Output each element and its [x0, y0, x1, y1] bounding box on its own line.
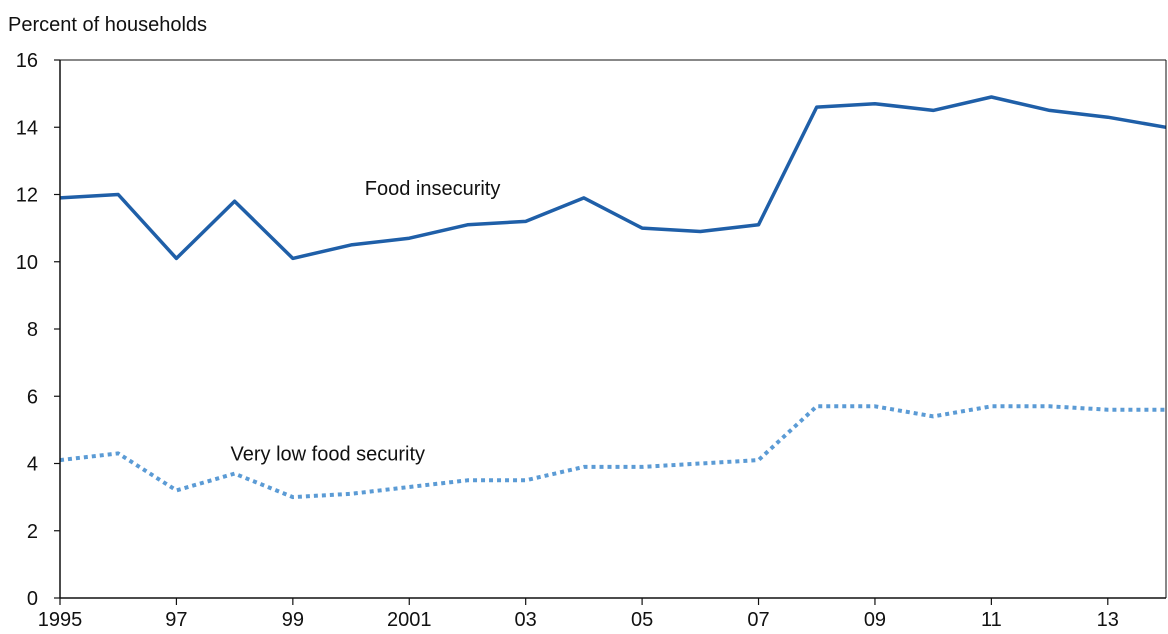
- x-tick-label: 11: [981, 609, 1002, 631]
- series-layer: Food insecurity Very low food security: [59, 95, 1167, 500]
- y-tick-label: 6: [27, 386, 38, 408]
- x-tick-label: 97: [165, 609, 187, 631]
- x-tick-label: 05: [631, 609, 653, 631]
- y-tick-label: 8: [27, 319, 38, 341]
- y-tick-label: 12: [16, 185, 38, 207]
- axes-frame: [59, 59, 1167, 599]
- x-tick-label: 2001: [387, 609, 432, 631]
- x-tick-label: 99: [282, 609, 304, 631]
- y-tick-label: 16: [16, 50, 38, 72]
- series-label: Very low food security: [231, 443, 426, 465]
- y-tick-label: 2: [27, 521, 38, 543]
- series-line-food-insecurity: [59, 95, 1167, 261]
- x-tick-label: 13: [1097, 609, 1119, 631]
- x-tick-label: 07: [747, 609, 769, 631]
- x-tick-label: 09: [864, 609, 886, 631]
- series-line-very-low-food-security: [59, 404, 1166, 500]
- x-tick-label: 1995: [38, 609, 83, 631]
- y-axis: 0 2 4 6 8 10 12 14 16: [16, 50, 60, 610]
- y-tick-label: 4: [27, 454, 38, 476]
- x-axis: 1995 97 99 2001 03 05 07 09 11 13: [38, 598, 1119, 631]
- y-tick-label: 10: [16, 252, 38, 274]
- y-tick-label: 0: [27, 588, 38, 610]
- y-axis-label: Percent of households: [8, 14, 207, 36]
- x-tick-label: 03: [515, 609, 537, 631]
- y-tick-label: 14: [16, 117, 38, 139]
- series-label: Food insecurity: [365, 178, 501, 200]
